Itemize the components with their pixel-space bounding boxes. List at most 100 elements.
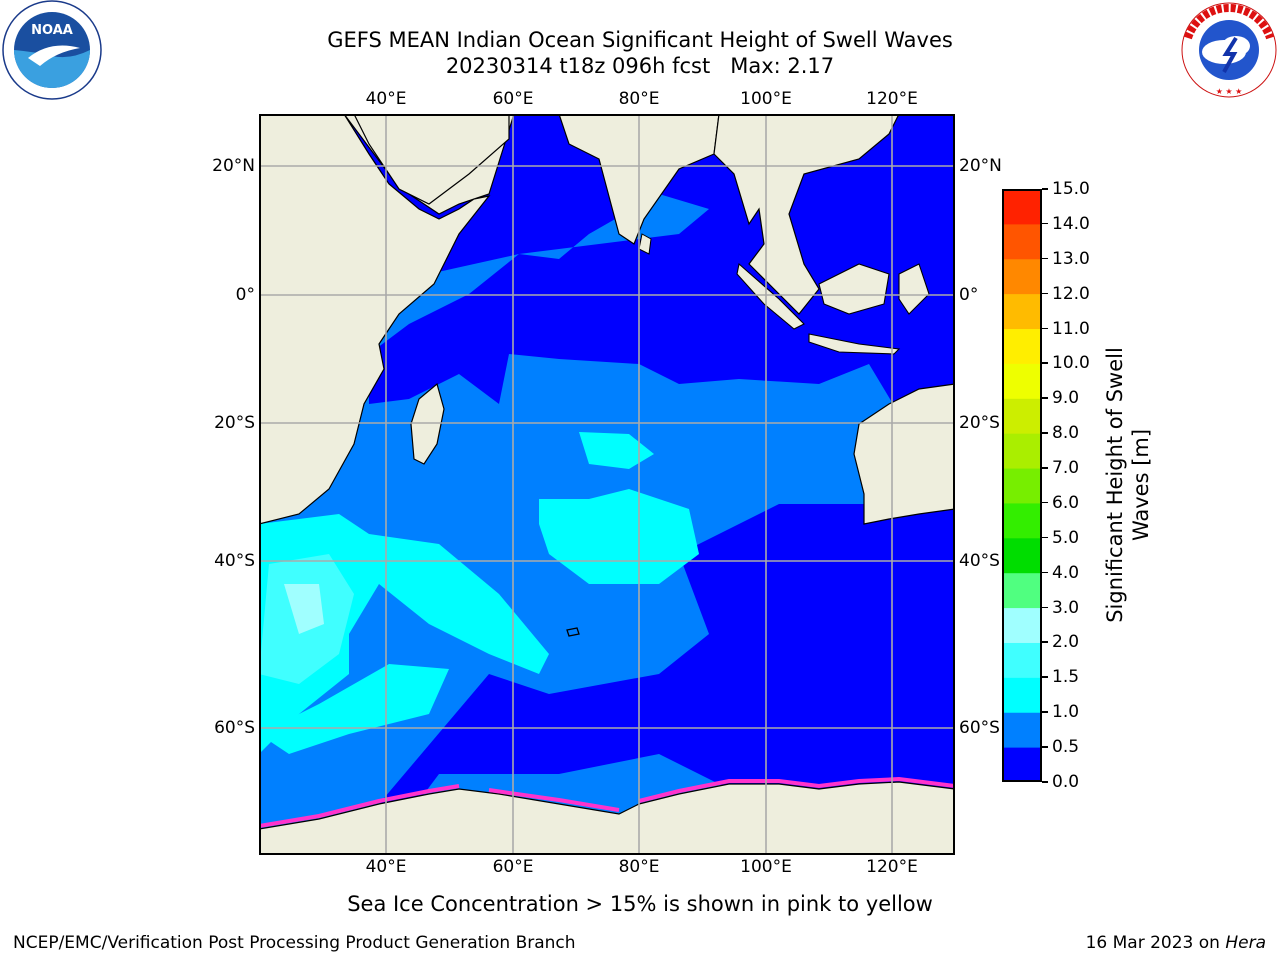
kerguelen-island bbox=[566, 627, 580, 637]
footer-date: 16 Mar 2023 on Hera bbox=[1086, 933, 1266, 953]
noaa-logo: NOAA bbox=[2, 0, 102, 100]
colorbar-tick-mark bbox=[1042, 781, 1048, 783]
lon-tick-bottom: 60°E bbox=[492, 857, 534, 877]
colorbar-tick-label: 14.0 bbox=[1052, 213, 1090, 234]
colorbar bbox=[1002, 189, 1042, 782]
lat-tick-right: 40°S bbox=[959, 551, 1000, 571]
lon-tick-bottom: 80°E bbox=[618, 857, 660, 877]
lat-tick-right: 20°S bbox=[959, 413, 1000, 433]
colorbar-swatch bbox=[1002, 747, 1042, 782]
colorbar-tick-mark bbox=[1042, 257, 1048, 260]
colorbar-tick-mark bbox=[1042, 432, 1048, 434]
madagascar-land bbox=[410, 382, 445, 465]
lon-tick-bottom: 40°E bbox=[365, 857, 407, 877]
swell-band-1-1.5-north bbox=[579, 432, 654, 469]
colorbar-swatch bbox=[1002, 363, 1042, 399]
svg-text:★ ★ ★: ★ ★ ★ bbox=[1216, 87, 1243, 96]
colorbar-tick-mark bbox=[1042, 676, 1048, 678]
colorbar-tick-label: 10.0 bbox=[1052, 353, 1090, 374]
map-gridlines bbox=[259, 114, 955, 855]
colorbar-swatch bbox=[1002, 502, 1042, 539]
lon-tick-top: 40°E bbox=[365, 89, 407, 109]
colorbar-tick-mark bbox=[1042, 571, 1048, 574]
colorbar-tick-label: 11.0 bbox=[1052, 318, 1090, 339]
colorbar-tick-label: 4.0 bbox=[1052, 562, 1080, 583]
colorbar-title: Significant Height of Swell Waves [m] bbox=[1102, 347, 1154, 623]
lon-tick-bottom: 120°E bbox=[866, 857, 918, 877]
colorbar-tick-label: 13.0 bbox=[1052, 248, 1090, 269]
colorbar-tick-label: 9.0 bbox=[1052, 388, 1080, 409]
colorbar-swatch bbox=[1002, 468, 1042, 504]
colorbar-swatch bbox=[1002, 189, 1042, 225]
colorbar-tick-mark bbox=[1042, 292, 1048, 295]
colorbar-tick-label: 15.0 bbox=[1052, 179, 1090, 199]
colorbar-tick-mark bbox=[1042, 362, 1048, 364]
lat-tick-left: 60°S bbox=[214, 718, 255, 738]
colorbar-tick-label: 1.5 bbox=[1052, 667, 1080, 688]
australia-land bbox=[853, 383, 955, 525]
chart-title: GEFS MEAN Indian Ocean Significant Heigh… bbox=[327, 28, 953, 52]
borneo-land bbox=[818, 263, 890, 315]
colorbar-swatch bbox=[1002, 328, 1042, 364]
sea-ice-note: Sea Ice Concentration > 15% is shown in … bbox=[347, 892, 933, 916]
colorbar-swatch bbox=[1002, 433, 1042, 469]
footer-branch: NCEP/EMC/Verification Post Processing Pr… bbox=[13, 933, 576, 953]
colorbar-swatch bbox=[1002, 607, 1042, 643]
colorbar-swatch bbox=[1002, 258, 1042, 295]
antarctica-land bbox=[259, 781, 955, 855]
lat-tick-right: 20°N bbox=[959, 156, 1002, 176]
colorbar-tick-mark bbox=[1042, 467, 1048, 469]
colorbar-title-line1: Significant Height of Swell bbox=[1103, 347, 1127, 623]
sumatra-land bbox=[736, 262, 805, 330]
swell-height-map bbox=[259, 114, 955, 855]
colorbar-tick-label: 3.0 bbox=[1052, 597, 1080, 618]
lat-tick-left: 20°N bbox=[212, 156, 255, 176]
colorbar-tick-mark bbox=[1042, 397, 1048, 399]
colorbar-swatch bbox=[1002, 572, 1042, 609]
colorbar-tick-mark bbox=[1042, 711, 1048, 713]
colorbar-tick-label: 6.0 bbox=[1052, 492, 1080, 513]
footer-date-text: 16 Mar 2023 on bbox=[1085, 933, 1226, 953]
colorbar-swatch bbox=[1002, 398, 1042, 434]
footer-host: Hera bbox=[1225, 933, 1266, 953]
colorbar-tick-label: 0.5 bbox=[1052, 737, 1080, 758]
lon-tick-bottom: 100°E bbox=[740, 857, 792, 877]
colorbar-swatch bbox=[1002, 712, 1042, 748]
lon-tick-top: 120°E bbox=[866, 89, 918, 109]
colorbar-tick-mark bbox=[1042, 536, 1048, 539]
sri-lanka-land bbox=[638, 233, 652, 255]
colorbar-tick-mark bbox=[1042, 746, 1048, 748]
colorbar-swatch bbox=[1002, 293, 1042, 330]
colorbar-swatch bbox=[1002, 223, 1042, 260]
lat-tick-left: 20°S bbox=[214, 413, 255, 433]
swell-band-2-3 bbox=[284, 584, 324, 634]
colorbar-tick-label: 12.0 bbox=[1052, 283, 1090, 304]
colorbar-tick-mark bbox=[1042, 606, 1048, 609]
colorbar-tick-mark bbox=[1042, 501, 1048, 504]
map-frame bbox=[259, 114, 955, 855]
lat-tick-right: 60°S bbox=[959, 718, 1000, 738]
colorbar-tick-label: 5.0 bbox=[1052, 527, 1080, 548]
lon-tick-top: 100°E bbox=[740, 89, 792, 109]
svg-text:NOAA: NOAA bbox=[31, 23, 73, 38]
colorbar-frame bbox=[1002, 189, 1042, 782]
colorbar-tick-label: 0.0 bbox=[1052, 772, 1080, 792]
colorbar-tick-label: 1.0 bbox=[1052, 702, 1080, 723]
lat-tick-left: 0° bbox=[235, 285, 255, 305]
colorbar-tick-mark bbox=[1042, 222, 1048, 225]
colorbar-tick-label: 7.0 bbox=[1052, 458, 1080, 479]
lat-tick-right: 0° bbox=[959, 285, 979, 305]
colorbar-swatch bbox=[1002, 537, 1042, 574]
colorbar-tick-mark bbox=[1042, 327, 1048, 330]
colorbar-tick-mark bbox=[1042, 641, 1048, 643]
lat-tick-left: 40°S bbox=[214, 551, 255, 571]
colorbar-tick-label: 2.0 bbox=[1052, 632, 1080, 653]
java-land bbox=[808, 333, 901, 355]
colorbar-swatch bbox=[1002, 642, 1042, 678]
lon-tick-top: 80°E bbox=[618, 89, 660, 109]
colorbar-tick-label: 8.0 bbox=[1052, 423, 1080, 444]
lon-tick-top: 60°E bbox=[492, 89, 534, 109]
colorbar-title-line2: Waves [m] bbox=[1129, 428, 1153, 542]
nws-logo: ★ ★ ★ bbox=[1181, 2, 1277, 98]
colorbar-tick-mark bbox=[1042, 188, 1048, 190]
